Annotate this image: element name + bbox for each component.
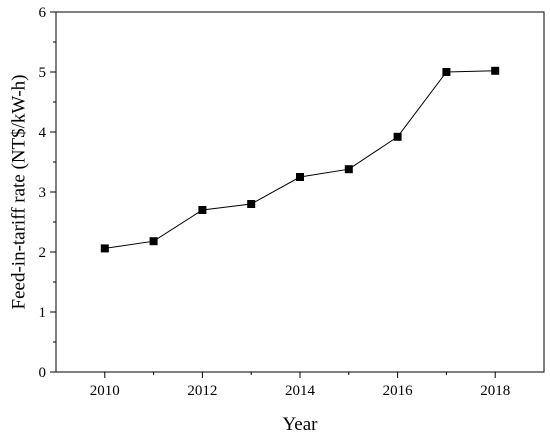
data-markers [100, 66, 500, 253]
y-tick-label: 1 [39, 305, 47, 321]
y-tick-label: 2 [39, 245, 47, 261]
x-tick-label: 2012 [187, 383, 217, 399]
y-tick-label: 6 [39, 5, 47, 21]
x-tick-label: 2016 [383, 383, 414, 399]
data-point [247, 200, 256, 208]
y-tick-label: 4 [39, 125, 47, 141]
plot-area: 2010 2012 2014 2016 2018 0 1 2 3 4 5 6 [39, 5, 545, 399]
x-tick-label: 2014 [285, 383, 316, 399]
data-point [100, 244, 109, 253]
x-tick-label: 2018 [480, 383, 510, 399]
x-axis-title: Year [282, 414, 318, 435]
y-tick-label: 0 [39, 365, 47, 381]
y-axis: 0 1 2 3 4 5 6 [39, 5, 56, 381]
data-point [442, 68, 451, 76]
series-line [104, 70, 496, 249]
data-point [491, 66, 500, 75]
data-point [198, 206, 207, 214]
data-point [149, 237, 158, 246]
data-point [344, 165, 353, 174]
x-axis: 2010 2012 2014 2016 2018 [90, 372, 510, 399]
data-point [296, 173, 304, 181]
plot-frame [55, 11, 545, 373]
y-tick-label: 3 [39, 185, 47, 201]
y-axis-title: Feed-in-tariff rate (NT$/kW-h) [8, 75, 29, 310]
data-point [393, 132, 402, 141]
y-tick-label: 5 [39, 65, 47, 81]
x-tick-label: 2010 [90, 383, 120, 399]
